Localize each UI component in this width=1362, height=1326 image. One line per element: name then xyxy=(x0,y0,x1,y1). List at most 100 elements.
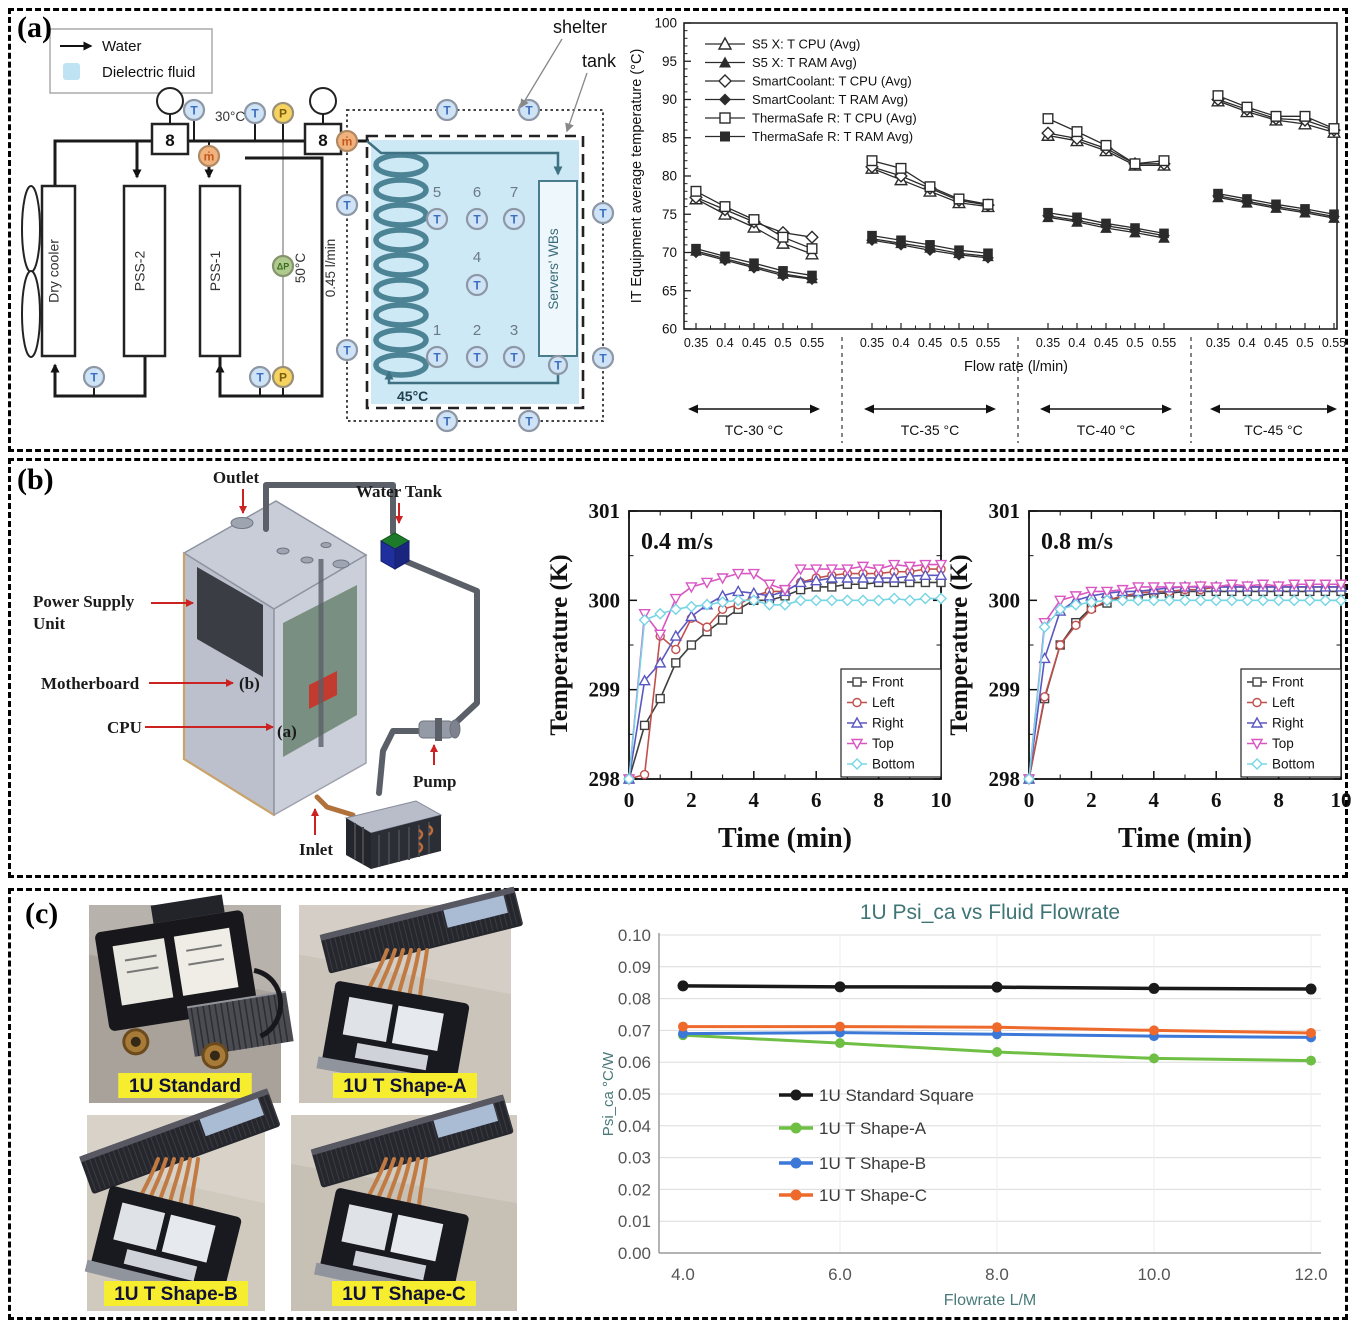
massflow-sensor-icon: ṁ xyxy=(335,129,359,153)
diagram-legend: Water Dielectric fluid xyxy=(49,28,213,94)
servers-wbs-box: Servers' WBs xyxy=(538,180,578,357)
svg-text:100: 100 xyxy=(654,16,677,31)
panel-c: (c) 1U Standard 1U T Shape-A 1U T Shape-B 1… xyxy=(8,886,1348,1320)
pointer-arrows xyxy=(145,489,438,835)
svg-text:0.35: 0.35 xyxy=(1036,336,1060,350)
svg-text:IT Equipment average temperat: IT Equipment average temperature (°C) xyxy=(629,49,645,304)
tag-b: (b) xyxy=(239,674,260,693)
svg-text:6: 6 xyxy=(1211,788,1222,812)
svg-text:T: T xyxy=(473,279,481,293)
svg-text:Temperature (K): Temperature (K) xyxy=(946,554,973,735)
svg-text:4: 4 xyxy=(749,788,760,812)
outlet-label: Outlet xyxy=(213,468,260,487)
svg-text:0.4: 0.4 xyxy=(716,336,733,350)
svg-text:0.08: 0.08 xyxy=(618,990,651,1009)
svg-text:0.45: 0.45 xyxy=(1094,336,1118,350)
temperature-sensor-icon: T xyxy=(591,201,615,225)
svg-text:0.4: 0.4 xyxy=(892,336,909,350)
series-bottom xyxy=(623,592,947,785)
svg-text:T: T xyxy=(433,351,441,365)
temperature-sensor-icon: T xyxy=(425,207,449,231)
svg-text:Servers' WBs: Servers' WBs xyxy=(546,228,561,310)
svg-text:Bottom: Bottom xyxy=(1272,757,1315,772)
series-1u-standard-square xyxy=(677,980,1317,995)
b-chart2-legend: Front Left Right Top Bottom xyxy=(1240,668,1342,778)
svg-text:0.02: 0.02 xyxy=(618,1180,651,1199)
svg-text:0.35: 0.35 xyxy=(1206,336,1230,350)
coolant-tubes xyxy=(263,482,480,796)
svg-text:60: 60 xyxy=(662,322,677,337)
svg-text:S5 X: T CPU (Avg): S5 X: T CPU (Avg) xyxy=(752,37,860,52)
svg-text:6.0: 6.0 xyxy=(828,1265,852,1284)
photo-caption: 1U T Shape-B xyxy=(114,1284,238,1305)
svg-text:ΔP: ΔP xyxy=(277,262,289,272)
svg-text:299: 299 xyxy=(589,678,621,702)
svg-text:0.45: 0.45 xyxy=(742,336,766,350)
panel-c-label: (c) xyxy=(25,897,59,930)
panel-a: (a) Water Dielectric fluid Dry cooler PSS-2… xyxy=(8,8,1348,452)
svg-text:Flowrate L/M: Flowrate L/M xyxy=(944,1292,1036,1309)
svg-text:0.04: 0.04 xyxy=(618,1117,651,1136)
svg-text:0.4: 0.4 xyxy=(1238,336,1255,350)
panel-b: (b) xyxy=(8,458,1352,878)
temperature-sensor-icon: T xyxy=(82,365,106,389)
psi-chart-legend: 1U Standard Square 1U T Shape-A 1U T Shape… xyxy=(779,1086,974,1205)
pss1-box: PSS-1 xyxy=(198,184,242,358)
svg-text:T: T xyxy=(443,415,451,429)
temperature-sensor-icon: T xyxy=(465,273,489,297)
panel-a-series xyxy=(689,90,1341,286)
pc-case xyxy=(182,500,368,817)
svg-text:0.03: 0.03 xyxy=(618,1149,651,1168)
svg-text:6: 6 xyxy=(811,788,822,812)
svg-text:0.4 m/s: 0.4 m/s xyxy=(641,529,713,555)
b-chart1-series xyxy=(622,559,948,786)
svg-text:80: 80 xyxy=(662,169,677,184)
radiator xyxy=(344,800,443,869)
svg-text:0.01: 0.01 xyxy=(618,1212,651,1231)
panel-c-psi-chart: 0.00 0.01 0.02 0.03 0.04 0.05 0.06 0.07 0.08 0.09… xyxy=(600,901,1328,1309)
svg-text:Bottom: Bottom xyxy=(872,757,915,772)
svg-text:Front: Front xyxy=(872,675,904,690)
svg-text:T: T xyxy=(525,415,533,429)
psu-label-line1: Power Supply xyxy=(33,592,135,611)
svg-text:298: 298 xyxy=(589,767,621,791)
temperature-sensor-icon: T xyxy=(591,346,615,370)
svg-text:0.07: 0.07 xyxy=(618,1021,651,1040)
svg-text:Time (min): Time (min) xyxy=(1118,823,1252,854)
temperature-sensor-icon: T xyxy=(425,345,449,369)
temperature-sensor-icon: T xyxy=(517,98,541,122)
svg-text:0.8 m/s: 0.8 m/s xyxy=(1041,529,1113,555)
temperature-sensor-icon: T xyxy=(465,345,489,369)
svg-text:T: T xyxy=(343,199,351,213)
photo-1u-standard: 1U Standard xyxy=(89,894,294,1103)
svg-text:T: T xyxy=(599,207,607,221)
svg-text:8.0: 8.0 xyxy=(985,1265,1009,1284)
svg-text:70: 70 xyxy=(662,245,677,260)
temperature-sensor-icon: T xyxy=(502,207,526,231)
temperature-sensor-icon: T xyxy=(335,338,359,362)
svg-text:0.05: 0.05 xyxy=(618,1085,651,1104)
svg-text:0.55: 0.55 xyxy=(1322,336,1346,350)
pressure-sensor-icon: P xyxy=(271,365,295,389)
svg-text:85: 85 xyxy=(662,130,677,145)
svg-text:Right: Right xyxy=(1272,716,1304,731)
svg-text:T: T xyxy=(554,359,562,373)
series-thermasafe-r-t-cpu-avg- xyxy=(690,90,1340,255)
cpu-label: CPU xyxy=(107,718,142,737)
massflow-sensor-icon: ṁ xyxy=(197,144,221,168)
svg-text:300: 300 xyxy=(589,588,621,612)
svg-text:S5 X: T RAM Avg): S5 X: T RAM Avg) xyxy=(752,55,857,70)
svg-text:0.5: 0.5 xyxy=(774,336,791,350)
psi-chart-title: 1U Psi_ca vs Fluid Flowrate xyxy=(860,901,1120,924)
svg-text:0: 0 xyxy=(624,788,635,812)
svg-text:45°C: 45°C xyxy=(397,388,428,404)
pump-symbol: 8 xyxy=(150,87,190,156)
water-tank-label: Water Tank xyxy=(356,482,443,501)
svg-text:ṁ: ṁ xyxy=(342,135,353,149)
svg-text:SmartCoolant: T RAM Avg): SmartCoolant: T RAM Avg) xyxy=(752,92,908,107)
motherboard-label: Motherboard xyxy=(41,674,140,693)
svg-text:95: 95 xyxy=(662,54,677,69)
svg-text:3: 3 xyxy=(510,322,518,339)
panel-a-label: (a) xyxy=(17,11,52,44)
pump-device xyxy=(418,718,461,741)
